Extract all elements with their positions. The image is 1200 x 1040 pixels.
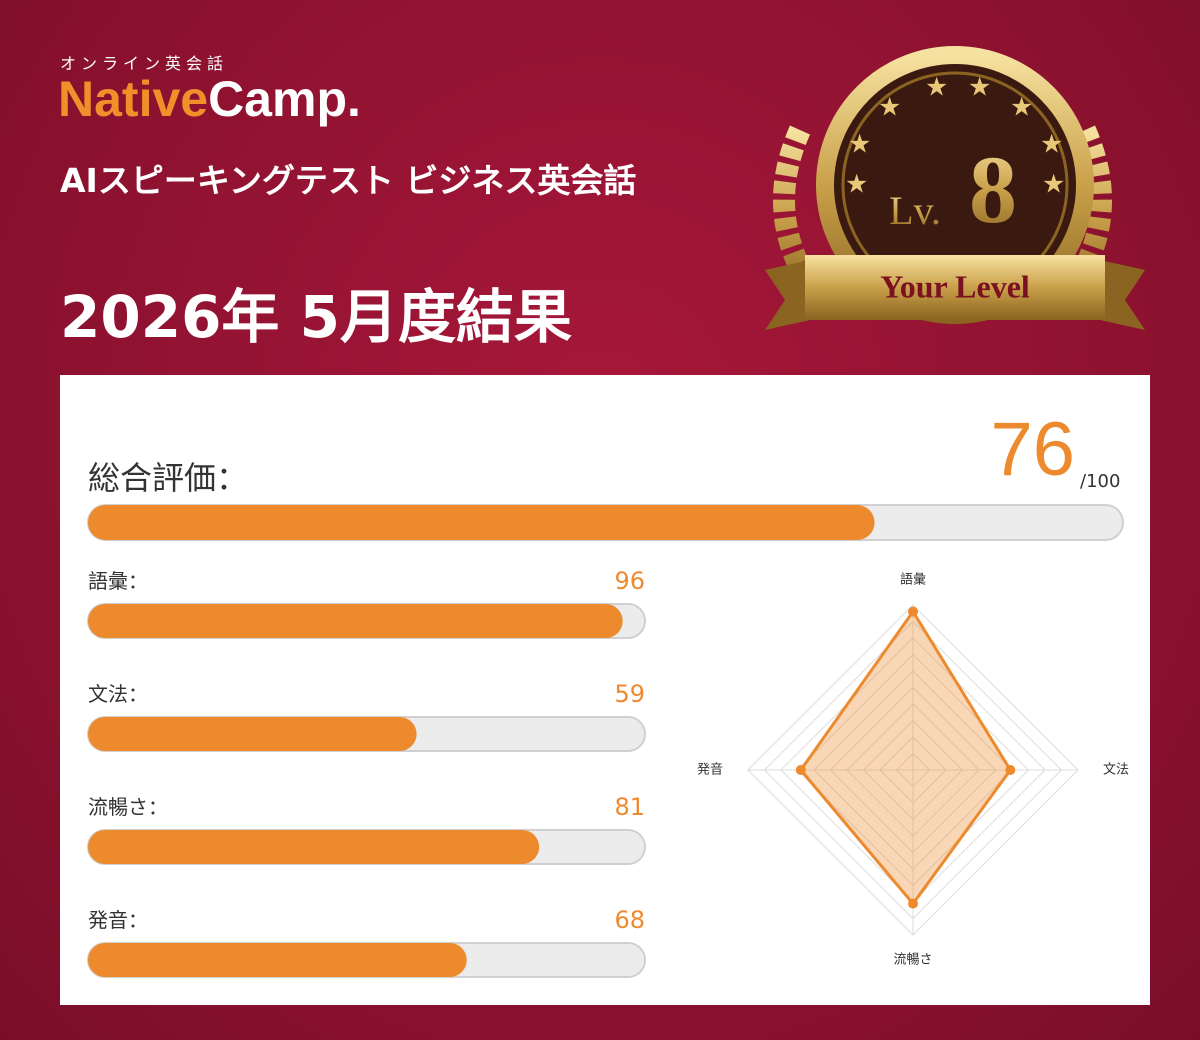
radar-point xyxy=(795,765,806,775)
bar xyxy=(88,717,417,751)
svg-text:★: ★ xyxy=(845,170,868,200)
skill-label: 語彙： xyxy=(88,569,148,593)
radar-point xyxy=(1005,765,1016,775)
skill-score: 96 xyxy=(614,567,645,595)
label-suffix: ： xyxy=(128,569,148,593)
period: 2026年 5月度結果 xyxy=(60,283,572,351)
overall-max: /100 xyxy=(1080,471,1120,492)
card xyxy=(60,375,1150,1005)
brand-first: Native xyxy=(58,71,209,127)
skill-label: 文法： xyxy=(88,682,148,706)
ribbon xyxy=(805,255,1105,320)
badge-caption: Your Level xyxy=(880,268,1030,304)
level: 8 xyxy=(969,136,1017,243)
radar-label: 文法 xyxy=(1103,763,1129,778)
stars: ★ ★★ ★★ ★★ ★ xyxy=(845,73,1065,200)
skill-label-text: 語彙 xyxy=(88,569,128,593)
svg-text:★: ★ xyxy=(878,93,901,123)
tagline: オンライン英会話 xyxy=(60,54,229,73)
skill-label-text: 文法 xyxy=(88,682,128,706)
overall-label: 総合評価： xyxy=(88,459,248,497)
test-title: AIスピーキングテスト ビジネス英会話 xyxy=(60,161,637,200)
radar-label: 流暢さ xyxy=(893,952,932,968)
badge: ★ ★★ ★★ ★★ ★ Lv. 8 Your Level xyxy=(765,46,1145,330)
svg-text:★: ★ xyxy=(968,73,991,103)
radar-point xyxy=(908,606,918,617)
level-prefix: Lv. xyxy=(889,188,941,233)
radar-label: 発音 xyxy=(697,762,723,778)
skill-label-text: 流暢さ xyxy=(88,795,148,819)
brand-second: Camp. xyxy=(208,71,361,127)
brand: NativeCamp. xyxy=(58,70,361,128)
svg-text:★: ★ xyxy=(1010,93,1033,123)
label-suffix: ： xyxy=(128,682,148,706)
bar xyxy=(88,604,623,638)
radar-point xyxy=(908,898,918,909)
svg-text:★: ★ xyxy=(925,73,948,103)
bar xyxy=(88,943,467,977)
label-suffix: ： xyxy=(128,908,148,932)
overall-label-text: 総合評価 xyxy=(88,459,216,497)
svg-text:★: ★ xyxy=(1040,130,1063,160)
skill-label: 発音： xyxy=(88,908,148,932)
svg-text:★: ★ xyxy=(848,130,871,160)
ribbon-ends xyxy=(765,260,1145,330)
skill-score: 59 xyxy=(614,680,645,708)
label-suffix: ： xyxy=(216,459,248,497)
skill-score: 68 xyxy=(614,906,645,934)
skill-label-text: 発音 xyxy=(88,908,128,932)
overall-score: 76 xyxy=(990,407,1075,492)
label-suffix: ： xyxy=(148,795,168,819)
bar xyxy=(88,830,540,864)
skill-score: 81 xyxy=(614,793,645,821)
svg-text:★: ★ xyxy=(1042,170,1065,200)
skill-label: 流暢さ： xyxy=(88,795,168,819)
laurel xyxy=(773,125,1112,307)
bar xyxy=(88,505,875,540)
radar-label: 語彙 xyxy=(900,572,926,588)
